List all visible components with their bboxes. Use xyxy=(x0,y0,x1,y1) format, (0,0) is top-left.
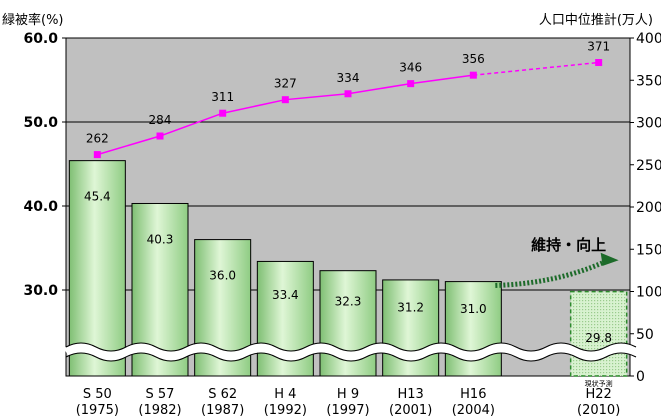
population-marker xyxy=(469,71,477,79)
y-right-tick-label: 50 xyxy=(636,327,654,343)
population-marker xyxy=(281,96,289,104)
trend-arrow-label: 維持・向上 xyxy=(531,236,606,254)
axis-break-band xyxy=(63,343,639,361)
y-right-tick-label: 100 xyxy=(636,285,661,301)
axis-break-line xyxy=(65,352,637,362)
population-value-label: 356 xyxy=(462,52,485,66)
x-tick-label-year: (1975) xyxy=(76,403,119,418)
x-tick-label-year: (1982) xyxy=(138,403,181,418)
bar-value-label: 33.4 xyxy=(272,288,299,302)
y-left-tick-label: 60.0 xyxy=(23,31,58,47)
x-tick-label-year: (2010) xyxy=(577,403,620,418)
population-value-label: 262 xyxy=(86,132,109,146)
axis-break-line xyxy=(65,342,637,352)
bar-value-label: 31.2 xyxy=(397,301,424,315)
population-marker xyxy=(344,90,352,98)
x-tick-label-era: H16 xyxy=(460,387,486,402)
y-right-tick-label: 350 xyxy=(636,73,661,89)
population-value-label: 371 xyxy=(587,40,610,54)
bar-value-label: 45.4 xyxy=(84,190,111,204)
y-right-tick-label: 400 xyxy=(636,31,661,47)
x-tick-label-era: H 4 xyxy=(274,387,296,402)
y-right-tick-label: 300 xyxy=(636,116,661,132)
y-right-tick-label: 200 xyxy=(636,200,661,216)
x-tick-label-year: (1992) xyxy=(264,403,307,418)
y-left-tick-label: 50.0 xyxy=(23,115,58,131)
population-marker xyxy=(407,80,415,88)
x-tick-label-era: S 50 xyxy=(83,387,112,402)
bar-value-label: 40.3 xyxy=(147,232,174,246)
y-left-tick-label: 30.0 xyxy=(23,283,58,299)
population-marker xyxy=(595,59,603,67)
x-tick-label-year: (1997) xyxy=(326,403,369,418)
population-value-label: 334 xyxy=(337,71,360,85)
bar xyxy=(382,279,440,377)
projection-note: 現状予測 xyxy=(585,379,613,388)
bar-value-label: 36.0 xyxy=(209,269,236,283)
y-left-tick-label: 40.0 xyxy=(23,199,58,215)
y-axis-right-title: 人口中位推計(万人) xyxy=(538,13,653,28)
population-value-label: 346 xyxy=(399,61,422,75)
x-tick-label-era: S 62 xyxy=(208,387,237,402)
trend-arrow-head xyxy=(600,252,619,266)
trend-arrow-shaft xyxy=(495,259,606,288)
x-tick-label-era: S 57 xyxy=(146,387,175,402)
bar xyxy=(68,160,126,377)
population-marker xyxy=(156,132,164,140)
y-right-tick-label: 250 xyxy=(636,158,661,174)
y-right-tick-label: 0 xyxy=(636,369,645,385)
bar-value-label: 32.3 xyxy=(335,294,362,308)
y-axis-left-title: 緑被率(%) xyxy=(2,13,64,28)
bar xyxy=(444,281,502,377)
y-right-tick-label: 150 xyxy=(636,242,661,258)
population-value-label: 311 xyxy=(211,90,234,104)
x-tick-label-era: H22 xyxy=(586,387,612,402)
population-marker xyxy=(93,151,101,159)
x-tick-label-era: H13 xyxy=(398,387,424,402)
bar-value-label: 29.8 xyxy=(585,331,612,345)
population-value-label: 327 xyxy=(274,77,297,91)
bar-value-label: 31.0 xyxy=(460,302,487,316)
x-tick-label-year: (1987) xyxy=(201,403,244,418)
x-tick-label-year: (2004) xyxy=(452,403,495,418)
population-value-label: 284 xyxy=(149,113,172,127)
bar-projected xyxy=(569,290,628,377)
x-tick-label-year: (2001) xyxy=(389,403,432,418)
x-tick-label-era: H 9 xyxy=(337,387,359,402)
population-marker xyxy=(219,109,227,117)
